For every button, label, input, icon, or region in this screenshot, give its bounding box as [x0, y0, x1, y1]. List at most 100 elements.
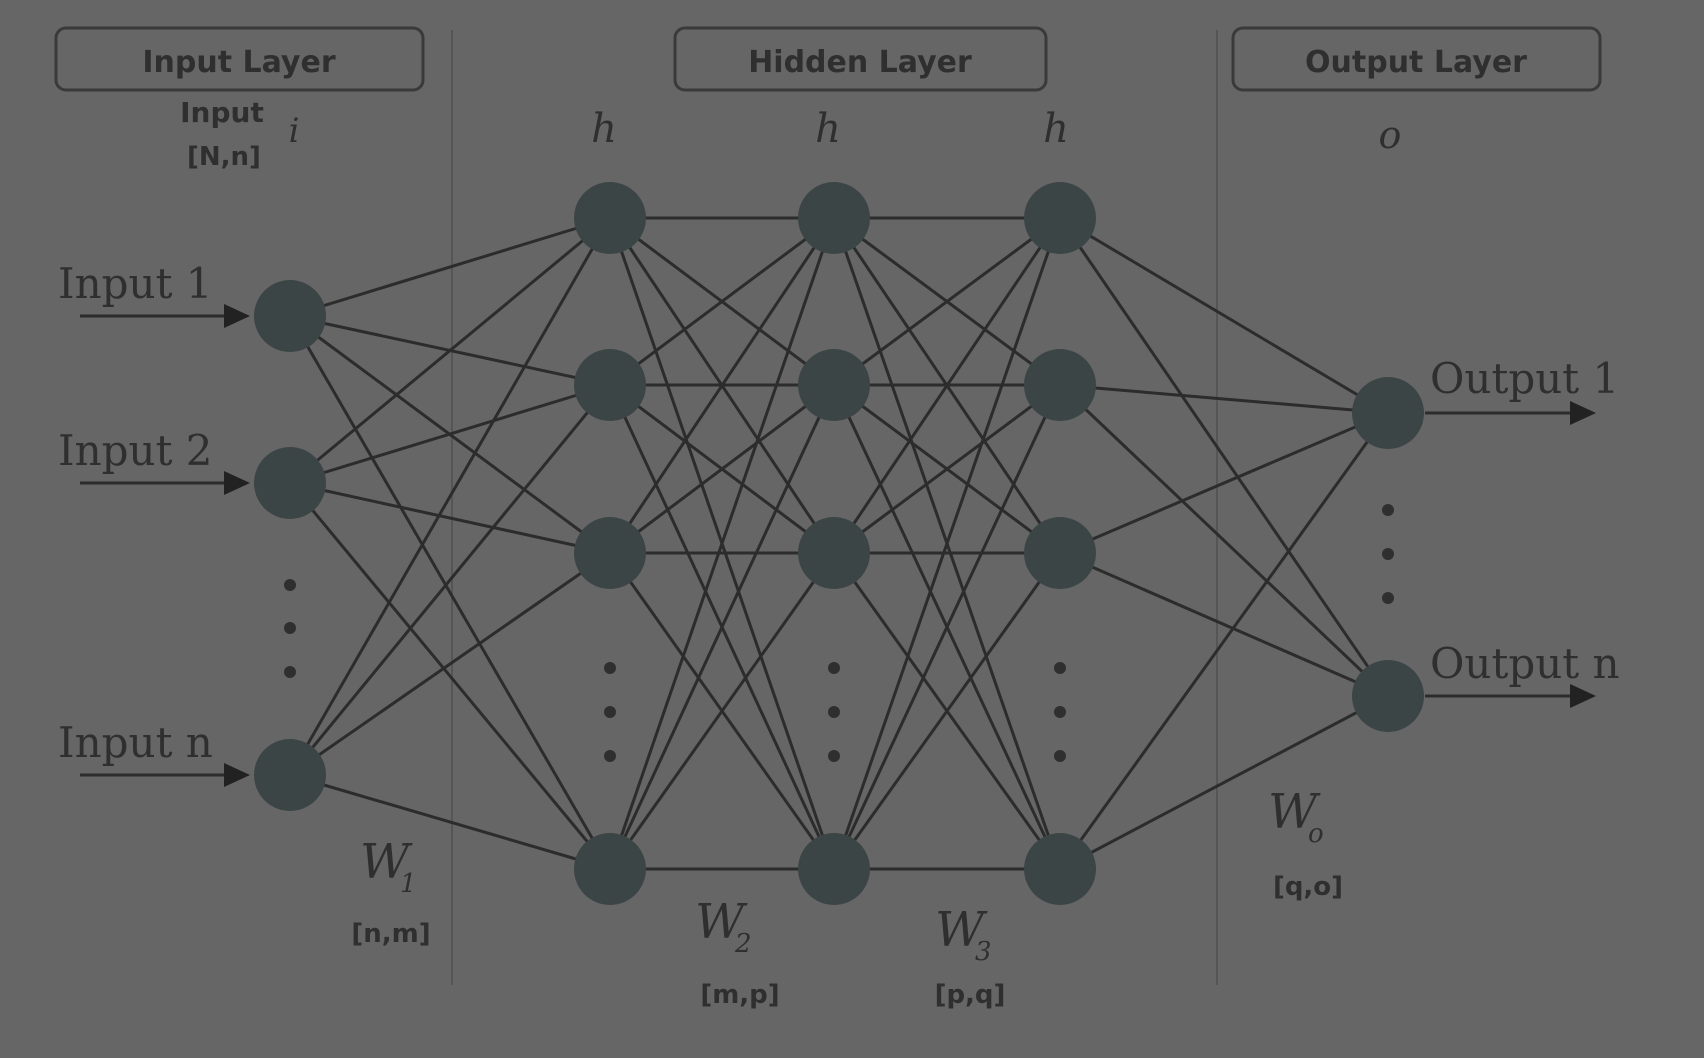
connection-hidden-1-3-to-hidden-2-2 — [609, 383, 835, 555]
output-layer-header-box — [1231, 26, 1602, 92]
output-ellipsis-dot-3 — [1382, 592, 1394, 604]
connection-hidden-1-4-to-hidden-2-2 — [608, 384, 836, 870]
connection-hidden-3-4-to-output-2 — [1059, 694, 1389, 871]
connections — [288, 216, 1390, 871]
hidden-2-ellipsis-dot-2 — [828, 706, 840, 718]
connection-input-3-to-hidden-1-1 — [288, 217, 612, 776]
input-annotation-title: Input — [180, 96, 264, 129]
input-arrows — [80, 304, 250, 787]
weight-2-subscript: 2 — [734, 929, 752, 959]
connection-hidden-1-4-to-hidden-2-3 — [608, 552, 836, 870]
hidden-3-ellipsis-dot-1 — [1054, 662, 1066, 674]
connection-hidden-3-2-to-output-2 — [1058, 383, 1390, 698]
hidden-3-neuron-3 — [1024, 517, 1096, 589]
connection-hidden-2-4-to-hidden-3-2 — [832, 384, 1062, 870]
connection-input-2-to-hidden-1-4 — [288, 482, 612, 870]
connection-hidden-1-2-to-hidden-2-1 — [609, 216, 835, 387]
hidden-2-neuron-1 — [798, 182, 870, 254]
hidden-layer-header-box — [673, 26, 1048, 92]
weight-2: W 2 [m,p] — [695, 894, 780, 1010]
input-label-1: Input 1 — [58, 259, 213, 308]
hidden-1-neuron-3 — [574, 517, 646, 589]
hidden-1-ellipsis-dot-2 — [604, 706, 616, 718]
hidden-1-neuron-1 — [574, 182, 646, 254]
hidden-3-ellipsis-dot-2 — [1054, 706, 1066, 718]
weight-o-shape: [q,o] — [1273, 872, 1343, 902]
connection-hidden-2-2-to-hidden-3-1 — [833, 216, 1061, 387]
connection-hidden-1-4-to-hidden-2-1 — [608, 217, 836, 870]
connection-hidden-3-3-to-output-2 — [1059, 551, 1389, 698]
neurons — [254, 182, 1424, 905]
input-neuron-3 — [254, 739, 326, 811]
connection-input-3-to-hidden-1-2 — [288, 384, 612, 776]
input-ellipsis-dot-1 — [284, 579, 296, 591]
output-ellipsis-dot-2 — [1382, 548, 1394, 560]
hidden-2-ellipsis-dot-3 — [828, 750, 840, 762]
connection-hidden-2-4-to-hidden-3-3 — [832, 552, 1062, 870]
connection-hidden-3-1-to-output-1 — [1059, 216, 1389, 415]
hidden-symbol-2: h — [815, 106, 841, 152]
connection-input-3-to-hidden-1-4 — [289, 773, 611, 871]
hidden-2-neuron-3 — [798, 517, 870, 589]
connection-input-2-to-hidden-1-3 — [289, 481, 611, 555]
weight-3-shape: [p,q] — [935, 980, 1006, 1010]
hidden-3-neuron-2 — [1024, 349, 1096, 421]
connection-hidden-3-1-to-output-2 — [1058, 217, 1390, 697]
connection-hidden-2-4-to-hidden-3-1 — [832, 217, 1062, 870]
weight-o: W o [q,o] — [1268, 784, 1343, 902]
weight-2-symbol: W — [695, 894, 748, 950]
weight-3-subscript: 3 — [975, 937, 992, 967]
output-label-1: Output 1 — [1430, 354, 1619, 403]
input-label-n: Input n — [58, 718, 213, 767]
weight-2-shape: [m,p] — [700, 980, 779, 1010]
connection-hidden-1-3-to-hidden-2-1 — [608, 217, 836, 554]
connection-hidden-2-3-to-hidden-3-1 — [832, 217, 1062, 554]
hidden-3-neuron-4 — [1024, 833, 1096, 905]
weight-1-symbol: W — [360, 834, 413, 890]
connection-hidden-2-3-to-hidden-3-2 — [833, 383, 1061, 555]
hidden-1-ellipsis-dot-3 — [604, 750, 616, 762]
hidden-2-neuron-4 — [798, 833, 870, 905]
output-ellipsis-dot-1 — [1382, 504, 1394, 516]
weight-1-shape: [n,m] — [351, 919, 430, 949]
hidden-1-ellipsis-dot-1 — [604, 662, 616, 674]
input-neuron-2 — [254, 447, 326, 519]
output-symbol: o — [1379, 113, 1402, 157]
ellipsis-dots — [284, 504, 1394, 762]
output-layer-header: Output Layer — [1305, 45, 1527, 80]
connection-input-2-to-hidden-1-1 — [289, 216, 611, 485]
connection-hidden-3-3-to-output-1 — [1059, 411, 1389, 555]
connection-input-2-to-hidden-1-2 — [289, 383, 611, 485]
hidden-2-neuron-2 — [798, 349, 870, 421]
input-neuron-1 — [254, 280, 326, 352]
weight-1-subscript: 1 — [400, 869, 417, 899]
hidden-1-neuron-2 — [574, 349, 646, 421]
input-annotation-shape: [N,n] — [187, 142, 261, 172]
output-label-n: Output n — [1430, 639, 1620, 688]
connection-input-3-to-hidden-1-3 — [289, 551, 611, 777]
hidden-symbol-1: h — [591, 106, 617, 152]
output-neuron-2 — [1352, 660, 1424, 732]
input-label-2: Input 2 — [58, 426, 213, 475]
hidden-1-neuron-4 — [574, 833, 646, 905]
hidden-2-ellipsis-dot-1 — [828, 662, 840, 674]
connection-hidden-3-2-to-output-1 — [1059, 383, 1389, 415]
hidden-layer-header: Hidden Layer — [748, 45, 972, 80]
weight-o-subscript: o — [1308, 819, 1324, 849]
output-arrows — [1425, 401, 1596, 708]
weight-3-symbol: W — [935, 902, 988, 958]
input-layer-header: Input Layer — [142, 45, 335, 80]
weight-o-symbol: W — [1268, 784, 1321, 840]
hidden-3-ellipsis-dot-3 — [1054, 750, 1066, 762]
connection-input-1-to-hidden-1-1 — [289, 216, 611, 318]
input-annotation-symbol: i — [289, 111, 300, 151]
output-neuron-1 — [1352, 377, 1424, 449]
weight-3: W 3 [p,q] — [935, 902, 1006, 1010]
input-layer-header-box — [54, 26, 425, 92]
connection-hidden-3-4-to-output-1 — [1058, 412, 1390, 870]
hidden-3-neuron-1 — [1024, 182, 1096, 254]
hidden-symbol-3: h — [1043, 106, 1069, 152]
weight-1: W 1 [n,m] — [351, 834, 430, 949]
connection-input-1-to-hidden-1-4 — [288, 315, 612, 870]
